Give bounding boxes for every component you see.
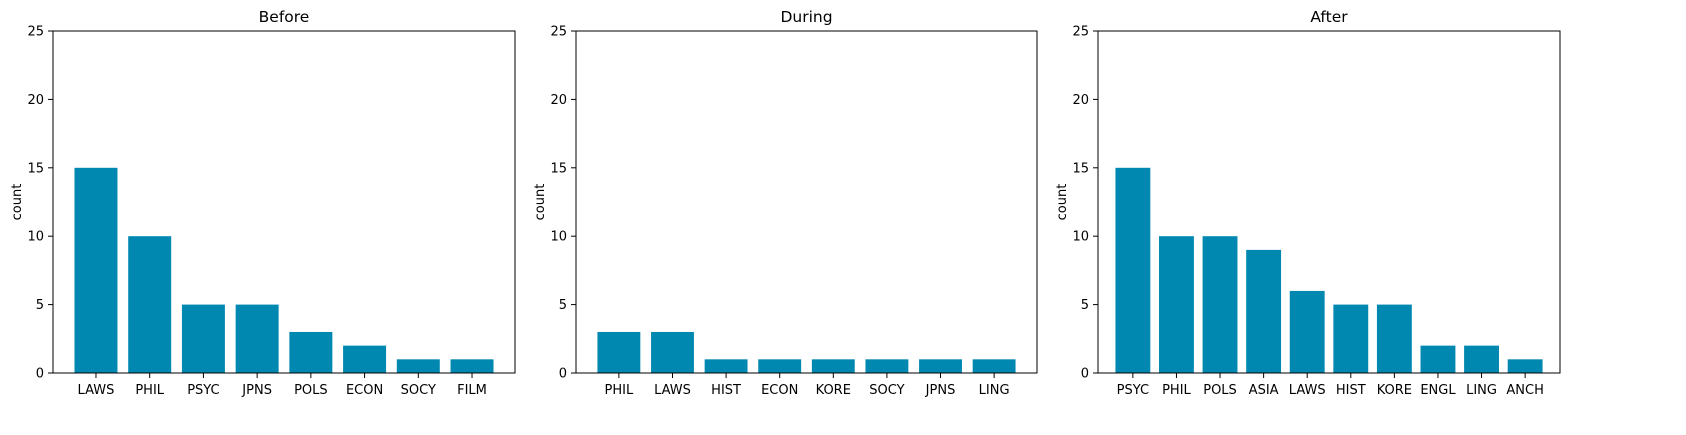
y-tick-label: 0 (559, 367, 567, 382)
chart-panel-after: 0 5 10 15 20 25 PSYC PHIL POLS ASIA LAWS HIST KORE EN… (1055, 8, 1561, 398)
bar-socy (865, 359, 909, 373)
y-tick-label: 5 (559, 298, 567, 313)
bar-laws (651, 331, 694, 373)
bar-phil (597, 331, 641, 373)
bar-anch (1507, 359, 1543, 373)
y-axis-label: count (10, 184, 25, 221)
x-tick-label: POLS (294, 383, 328, 398)
y-tick-label: 15 (27, 161, 44, 176)
y-tick-label: 10 (550, 230, 567, 245)
bar-hist (1333, 304, 1369, 373)
x-tick-label: LING (1466, 383, 1497, 398)
x-tick-label: PSYC (1117, 383, 1149, 398)
y-axis-label: count (1055, 184, 1070, 221)
y-tick-label: 5 (36, 298, 44, 313)
bar-pols (1202, 236, 1238, 373)
x-tick-label: ECON (761, 383, 798, 398)
x-tick-label: LING (979, 383, 1010, 398)
y-tick-label: 25 (550, 25, 567, 40)
bar-socy (396, 359, 440, 373)
y-tick-label: 25 (27, 25, 44, 40)
bar-laws (1289, 290, 1325, 373)
bar-pols (289, 331, 333, 373)
bar-phil (128, 236, 172, 373)
x-tick-label: JPNS (241, 383, 272, 398)
y-tick-label: 0 (1081, 367, 1089, 382)
x-tick-label: POLS (1203, 383, 1237, 398)
chart-panel-before: 0 5 10 15 20 25 LAWS PHIL PSYC JPNS POLS ECON SOCY FI… (10, 8, 516, 398)
x-tick-label: KORE (816, 383, 851, 398)
x-tick-label: SOCY (869, 383, 904, 398)
y-tick-label: 25 (1072, 25, 1089, 40)
x-tick-label: KORE (1377, 383, 1412, 398)
bar-econ (343, 345, 387, 373)
x-tick-label: SOCY (401, 383, 436, 398)
y-tick-label: 20 (27, 93, 44, 108)
y-tick-label: 15 (550, 161, 567, 176)
bar-phil (1159, 236, 1194, 373)
x-tick-label: PHIL (135, 383, 164, 398)
x-tick-label: PHIL (605, 383, 634, 398)
x-tick-label: HIST (1336, 383, 1366, 398)
bar-psyc (181, 304, 225, 373)
bar-engl (1420, 345, 1456, 373)
x-tick-label: ECON (346, 383, 383, 398)
chart-title: During (780, 8, 832, 26)
x-tick-label: ENGL (1420, 383, 1456, 398)
bar-jpns (919, 359, 962, 373)
x-tick-label: JPNS (925, 383, 956, 398)
chart-panel-during: 0 5 10 15 20 25 PHIL LAWS HIST ECON KORE SOCY JPNS LI… (533, 8, 1038, 398)
bar-kore (811, 359, 855, 373)
bar-film (450, 359, 494, 373)
y-tick-label: 10 (27, 230, 44, 245)
x-tick-label: LAWS (1289, 383, 1326, 398)
bar-hist (704, 359, 748, 373)
y-tick-label: 5 (1081, 298, 1089, 313)
bar-psyc (1115, 167, 1151, 373)
chart-title: After (1310, 8, 1348, 26)
bar-ling (972, 359, 1016, 373)
y-tick-label: 20 (550, 93, 567, 108)
x-tick-label: LAWS (654, 383, 691, 398)
x-tick-label: PHIL (1162, 383, 1191, 398)
bar-ling (1464, 345, 1499, 373)
bar-kore (1376, 304, 1412, 373)
x-tick-label: ASIA (1249, 383, 1279, 398)
y-axis-label: count (533, 184, 548, 221)
axes-frame (575, 30, 1038, 374)
y-tick-label: 15 (1072, 161, 1089, 176)
x-tick-label: FILM (457, 383, 487, 398)
x-tick-label: PSYC (187, 383, 219, 398)
chart-title: Before (259, 8, 310, 26)
bar-econ (758, 359, 802, 373)
bar-laws (74, 167, 118, 373)
x-tick-label: HIST (711, 383, 741, 398)
axes-frame (52, 30, 516, 374)
bar-asia (1246, 249, 1282, 373)
y-tick-label: 20 (1072, 93, 1089, 108)
bar-jpns (235, 304, 279, 373)
x-tick-label: ANCH (1506, 383, 1543, 398)
x-tick-label: LAWS (78, 383, 115, 398)
axes-frame (1097, 30, 1561, 374)
y-tick-label: 0 (36, 367, 44, 382)
y-tick-label: 10 (1072, 230, 1089, 245)
